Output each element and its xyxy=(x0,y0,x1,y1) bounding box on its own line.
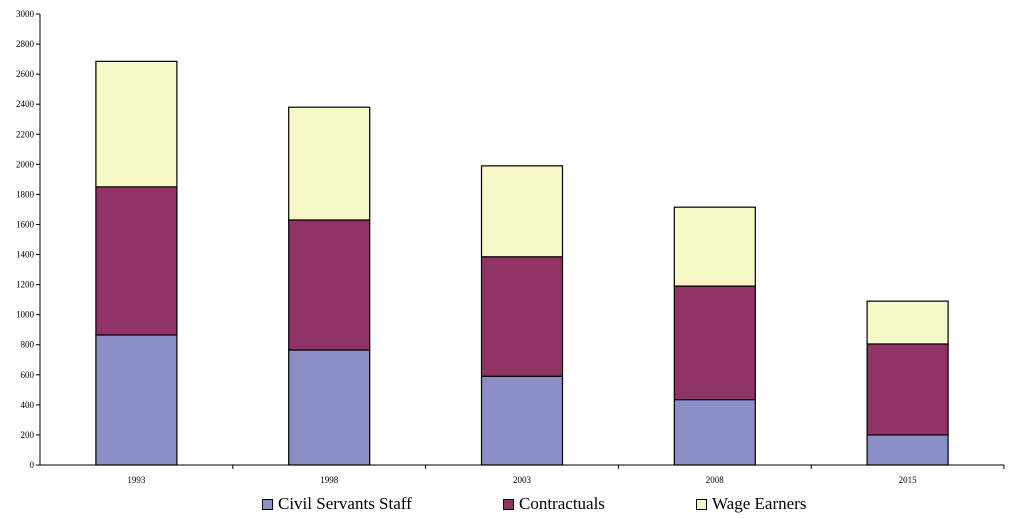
x-axis-ticks: 1993 1998 2003 2008 2015 xyxy=(127,465,1005,485)
bar-segment-contractuals-2008 xyxy=(673,285,756,401)
y-tick-label: 1600 xyxy=(16,219,35,229)
legend-label-civil-servants: Civil Servants Staff xyxy=(278,494,412,513)
y-tick-label: 2000 xyxy=(16,159,35,169)
y-axis-ticks: 0 200 400 600 800 1000 1200 1400 1600 1800 2000 220… xyxy=(16,9,40,470)
x-tick-label: 2003 xyxy=(513,475,532,485)
bar-segment-civil-servants-staff-2003 xyxy=(480,375,564,466)
bar-segment-wage-earners-1993 xyxy=(95,60,178,188)
legend-label-wage-earners: Wage Earners xyxy=(712,494,807,513)
legend-swatch-contractuals xyxy=(503,498,514,510)
bar-segment-civil-servants-staff-2015 xyxy=(866,434,949,466)
bar-segment-civil-servants-staff-1998 xyxy=(288,349,371,466)
y-tick-label: 1800 xyxy=(16,189,35,199)
y-tick-label: 600 xyxy=(21,370,35,380)
y-tick-label: 2600 xyxy=(16,69,35,79)
bar-segment-wage-earners-2015 xyxy=(866,300,949,345)
bar-segment-wage-earners-2003 xyxy=(480,165,564,258)
legend-item-contractuals: Contractuals xyxy=(503,494,605,514)
y-tick-label: 3000 xyxy=(16,9,35,19)
legend-label-contractuals: Contractuals xyxy=(519,494,605,513)
x-tick-label: 2015 xyxy=(899,475,918,485)
bar-segment-contractuals-1998 xyxy=(288,219,371,351)
y-tick-label: 200 xyxy=(21,430,35,440)
bar-segment-contractuals-2015 xyxy=(866,343,949,436)
x-tick-label: 1998 xyxy=(320,475,339,485)
y-tick-label: 1000 xyxy=(16,310,35,320)
y-tick-label: 400 xyxy=(21,400,35,410)
y-tick-label: 2400 xyxy=(16,99,35,109)
y-tick-label: 1200 xyxy=(16,280,35,290)
x-tick-label: 2008 xyxy=(706,475,725,485)
bar-segment-contractuals-2003 xyxy=(480,256,564,377)
legend-item-civil-servants: Civil Servants Staff xyxy=(262,494,412,514)
x-tick-label: 1993 xyxy=(127,475,146,485)
bar-segment-civil-servants-staff-1993 xyxy=(95,334,178,466)
bars-group xyxy=(95,60,949,466)
y-tick-label: 2800 xyxy=(16,39,35,49)
y-tick-label: 800 xyxy=(21,340,35,350)
bar-segment-wage-earners-1998 xyxy=(288,106,371,221)
y-tick-label: 0 xyxy=(30,460,35,470)
bar-segment-wage-earners-2008 xyxy=(673,206,756,287)
legend-swatch-wage-earners xyxy=(696,498,707,510)
legend: Civil Servants Staff Contractuals Wage E… xyxy=(0,494,1009,519)
y-tick-label: 2200 xyxy=(16,129,35,139)
y-tick-label: 1400 xyxy=(16,250,35,260)
legend-swatch-civil-servants xyxy=(262,498,273,510)
legend-item-wage-earners: Wage Earners xyxy=(696,494,806,514)
bar-segment-civil-servants-staff-2008 xyxy=(673,399,756,466)
stacked-bar-chart: 0 200 400 600 800 1000 1200 1400 1600 1800 2000 220… xyxy=(16,9,1005,485)
bar-segment-contractuals-1993 xyxy=(95,186,178,336)
